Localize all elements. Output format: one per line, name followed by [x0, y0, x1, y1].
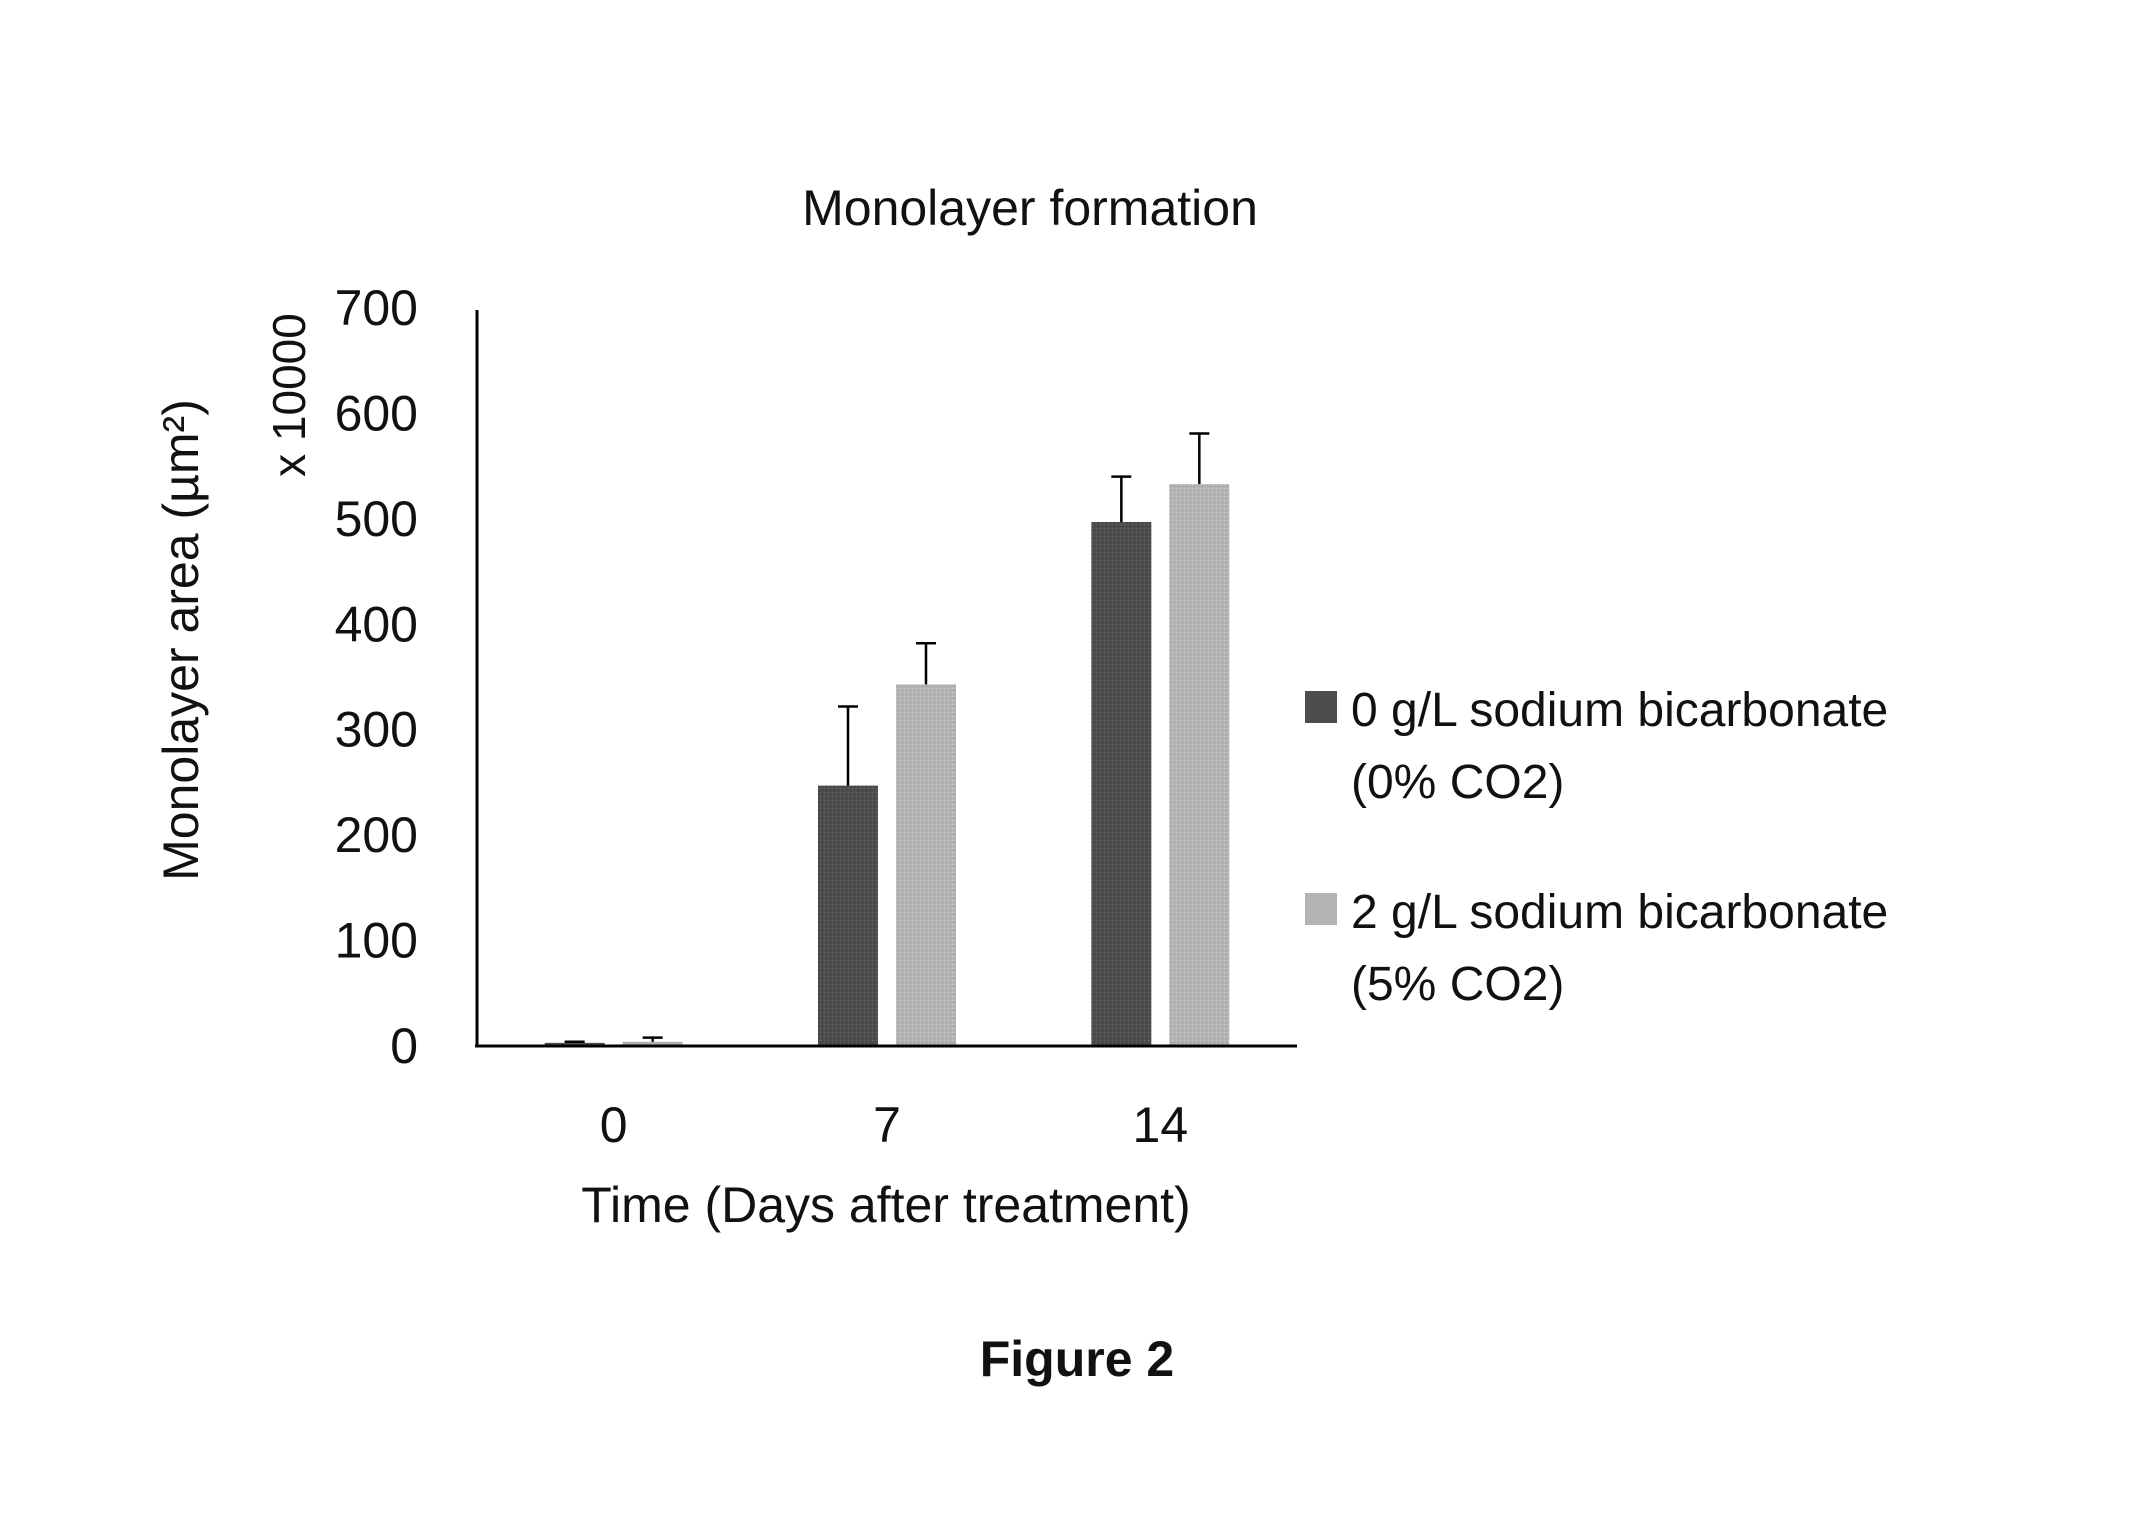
y-tick-label: 500 — [335, 491, 418, 547]
x-tick-label: 14 — [1133, 1097, 1189, 1153]
y-tick-label: 200 — [335, 807, 418, 863]
y-tick-label: 600 — [335, 385, 418, 441]
bar-series-0-cat-0 — [544, 1042, 605, 1046]
figure-caption: Figure 2 — [979, 1331, 1175, 1387]
y-tick-label: 300 — [335, 702, 418, 758]
legend-item-series-1: 2 g/L sodium bicarbonate (5% CO2) — [1305, 877, 2031, 1021]
x-axis-label: Time (Days after treatment) — [581, 1177, 1190, 1233]
x-tick-label: 0 — [600, 1097, 628, 1153]
legend-swatch-0 — [1305, 691, 1337, 723]
bars-group — [544, 484, 1230, 1047]
bar-series-0-cat-14 — [1091, 522, 1152, 1046]
y-tick-label: 0 — [390, 1018, 418, 1074]
bar-series-0-cat-7 — [818, 785, 878, 1046]
bar-series-1-cat-14 — [1169, 484, 1230, 1047]
chart-title: Monolayer formation — [802, 180, 1258, 236]
chart-legend: 0 g/L sodium bicarbonate (0% CO2) 2 g/L … — [1305, 675, 2031, 1079]
y-tick-label: 100 — [335, 913, 418, 969]
y-tick-labels: 0 100 200 300 400 500 600 700 — [335, 280, 418, 1074]
legend-label-0: 0 g/L sodium bicarbonate (0% CO2) — [1351, 684, 1889, 809]
error-bars-group — [564, 432, 1210, 1044]
y-tick-label: 700 — [335, 280, 418, 336]
y-tick-label: 400 — [335, 596, 418, 652]
x-tick-labels: 0 7 14 — [600, 1097, 1188, 1153]
legend-label-1: 2 g/L sodium bicarbonate (5% CO2) — [1351, 886, 1889, 1011]
bar-series-1-cat-0 — [622, 1041, 683, 1046]
legend-item-series-0: 0 g/L sodium bicarbonate (0% CO2) — [1305, 675, 2031, 819]
y-axis-multiplier: x 10000 — [263, 313, 315, 477]
x-tick-label: 7 — [873, 1097, 901, 1153]
bar-series-1-cat-7 — [896, 684, 956, 1046]
legend-swatch-1 — [1305, 893, 1337, 925]
y-axis-label: Monolayer area (µm²) — [153, 399, 209, 881]
